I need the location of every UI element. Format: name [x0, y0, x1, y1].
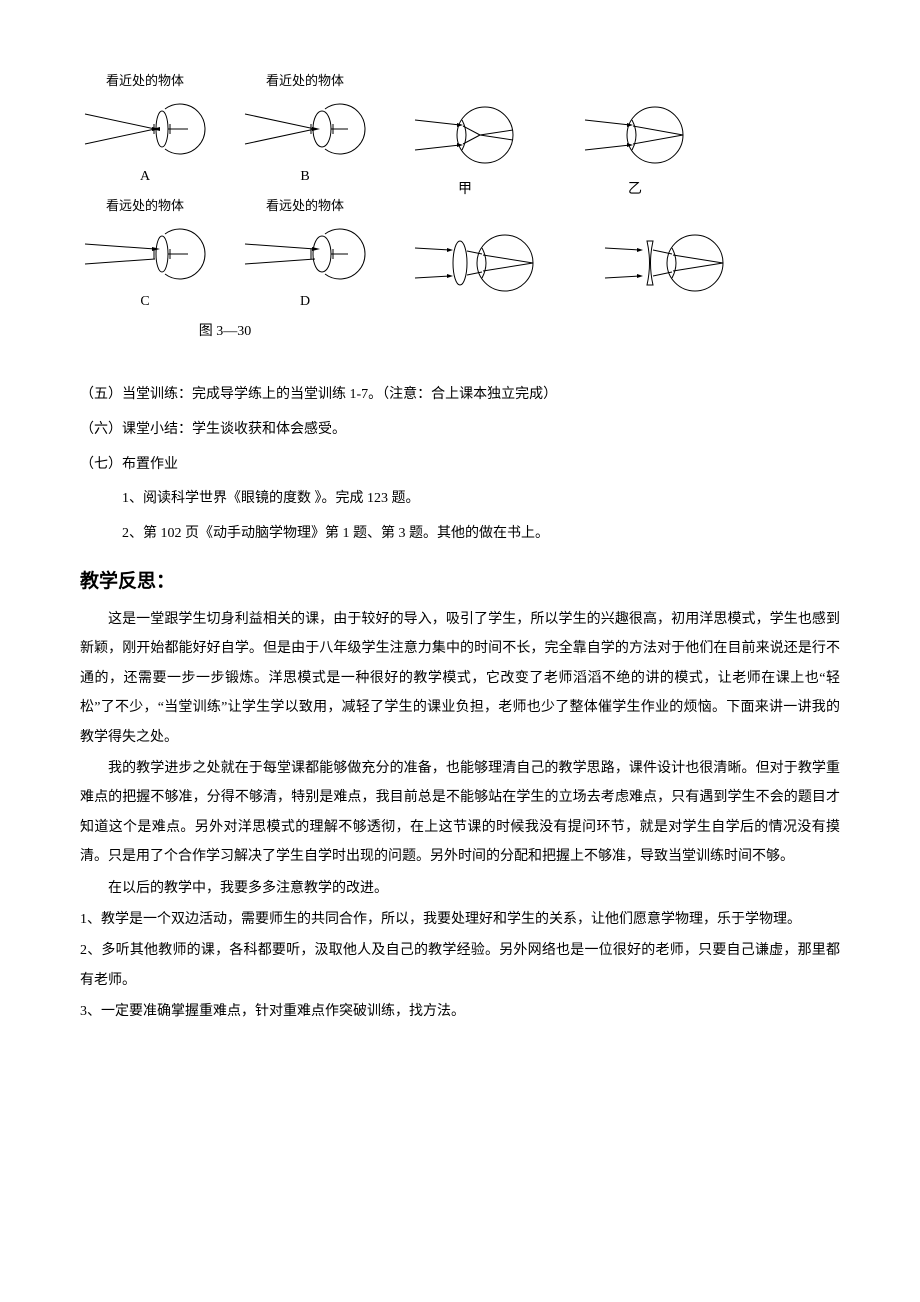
diagram-row-2: 看远处的物体 C 看远处的物体 [80, 195, 370, 310]
lens-svg-2 [600, 228, 730, 298]
diagram-b-label: B [300, 169, 309, 185]
diagram-lens-2 [600, 228, 730, 298]
reflection-l3: 3、一定要准确掌握重难点，针对重难点作突破训练，找方法。 [80, 997, 840, 1026]
eye-svg-a [80, 94, 210, 164]
diagram-c-label: C [140, 294, 149, 310]
diagram-d: 看远处的物体 D [240, 195, 370, 310]
diagram-jia-label: 甲 [458, 178, 472, 198]
diagram-row-1: 看近处的物体 A 看近处的物体 [80, 70, 370, 185]
right-row-2 [410, 228, 840, 298]
section-6: （六）课堂小结：学生谈收获和体会感受。 [80, 415, 840, 446]
diagram-lens-1 [410, 228, 540, 298]
diagram-yi-label: 乙 [628, 178, 642, 198]
section-5: （五）当堂训练：完成导学练上的当堂训练 1-7。（注意：合上课本独立完成） [80, 380, 840, 411]
diagram-b-title: 看近处的物体 [266, 70, 344, 89]
eye-svg-d [240, 219, 370, 289]
reflection-l2: 2、多听其他教师的课，各科都要听，汲取他人及自己的教学经验。另外网络也是一位很好… [80, 936, 840, 995]
section-7-2: 2、第 102 页《动手动脑学物理》第 1 题、第 3 题。其他的做在书上。 [80, 519, 840, 550]
reflection-heading: 教学反思： [80, 566, 840, 593]
eye-svg-b [240, 94, 370, 164]
reflection-p1: 这是一堂跟学生切身利益相关的课，由于较好的导入，吸引了学生，所以学生的兴趣很高，… [80, 605, 840, 752]
diagram-a: 看近处的物体 A [80, 70, 210, 185]
lens-svg-1 [410, 228, 540, 298]
diagram-b: 看近处的物体 B [240, 70, 370, 185]
right-row-1: 甲 乙 [410, 100, 840, 198]
eye-svg-yi [580, 100, 690, 170]
section-7: （七）布置作业 [80, 450, 840, 481]
diagram-jia: 甲 [410, 100, 520, 198]
diagram-c: 看远处的物体 C [80, 195, 210, 310]
diagram-a-label: A [140, 169, 150, 185]
reflection-p2: 我的教学进步之处就在于每堂课都能够做充分的准备，也能够理清自己的教学思路，课件设… [80, 754, 840, 872]
diagram-yi: 乙 [580, 100, 690, 198]
eye-svg-jia [410, 100, 520, 170]
diagram-c-title: 看远处的物体 [106, 195, 184, 214]
right-diagram-group: 甲 乙 [410, 70, 840, 328]
reflection-p3: 在以后的教学中，我要多多注意教学的改进。 [80, 874, 840, 903]
diagrams-container: 看近处的物体 A 看近处的物体 [80, 70, 840, 340]
section-7-1: 1、阅读科学世界《眼镜的度数 》。完成 123 题。 [80, 484, 840, 515]
eye-svg-c [80, 219, 210, 289]
reflection-l1: 1、教学是一个双边活动，需要师生的共同合作，所以，我要处理好和学生的关系，让他们… [80, 905, 840, 934]
diagram-d-label: D [300, 294, 310, 310]
figure-caption: 图 3—30 [80, 320, 370, 340]
left-diagram-group: 看近处的物体 A 看近处的物体 [80, 70, 370, 340]
diagram-d-title: 看远处的物体 [266, 195, 344, 214]
diagram-a-title: 看近处的物体 [106, 70, 184, 89]
